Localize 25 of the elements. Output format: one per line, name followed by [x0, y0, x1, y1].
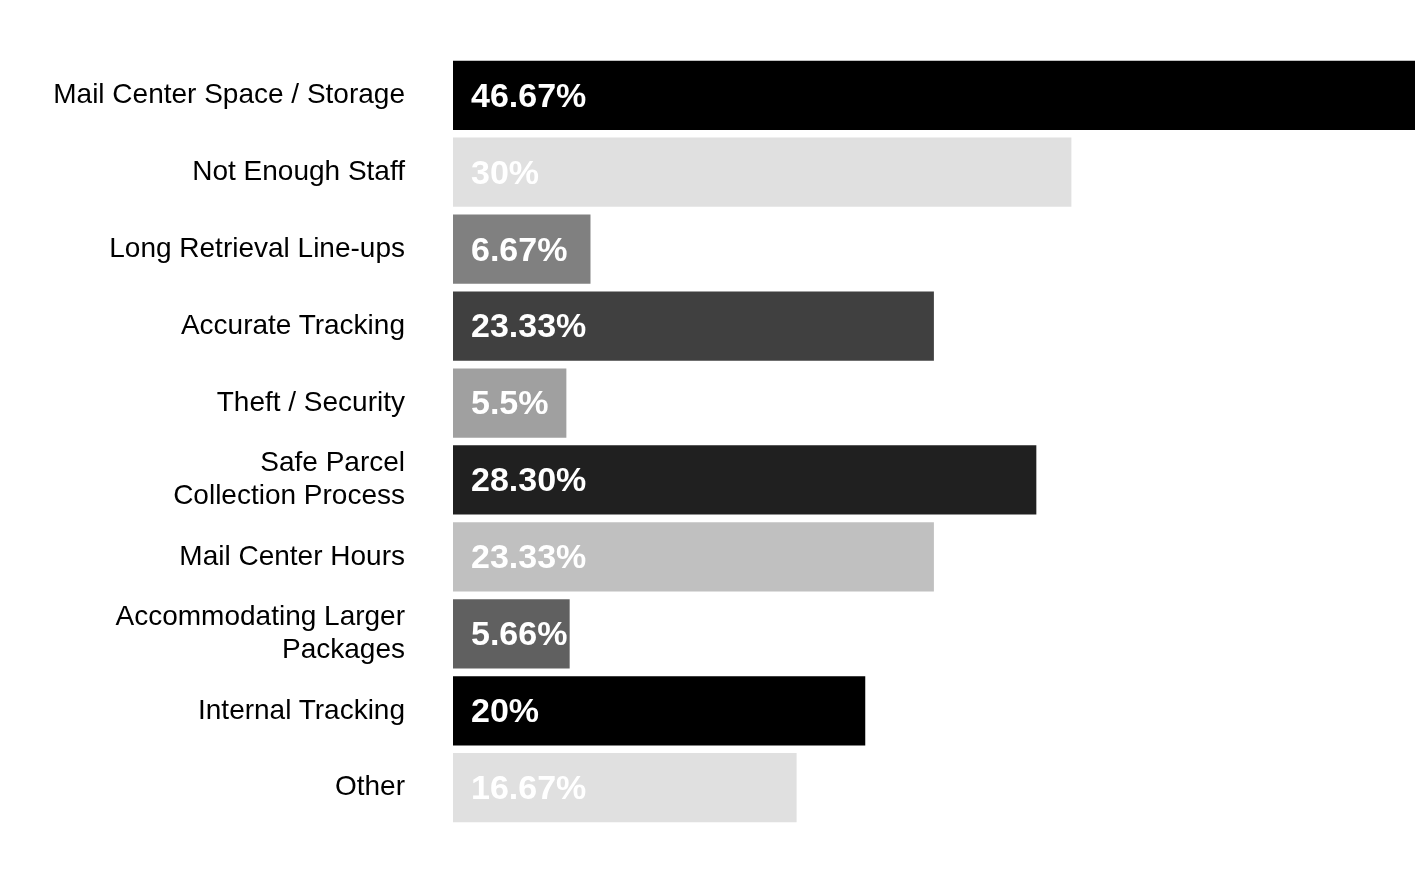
data-label: 5.5% — [471, 383, 549, 422]
y-tick-label: Theft / Security — [216, 385, 405, 417]
data-label: 23.33% — [471, 306, 587, 345]
bar — [453, 291, 934, 361]
bar — [453, 753, 797, 823]
y-tick-label: Other — [334, 770, 405, 802]
bar — [453, 676, 866, 746]
data-label: 46.67% — [471, 75, 587, 114]
y-tick-label: Mail Center Hours — [179, 539, 405, 571]
data-label: 23.33% — [471, 537, 587, 576]
y-tick-label: Safe Parcel Collection Process — [173, 445, 405, 511]
y-tick-label: Internal Tracking — [198, 693, 405, 725]
y-tick-label: Accurate Tracking — [180, 308, 405, 340]
y-tick-label: Mail Center Space / Storage — [53, 77, 405, 109]
bar — [453, 445, 1037, 515]
data-label: 6.67% — [471, 229, 568, 268]
y-tick-label: Not Enough Staff — [192, 154, 406, 186]
bar — [453, 60, 1415, 130]
data-label: 28.30% — [471, 460, 587, 499]
data-label: 5.66% — [471, 614, 568, 653]
data-label: 20% — [471, 691, 540, 730]
y-tick-label: Accommodating Larger Packages — [115, 599, 405, 665]
y-tick-label: Long Retrieval Line-ups — [109, 231, 405, 263]
bar — [453, 137, 1072, 207]
bar — [453, 522, 934, 592]
